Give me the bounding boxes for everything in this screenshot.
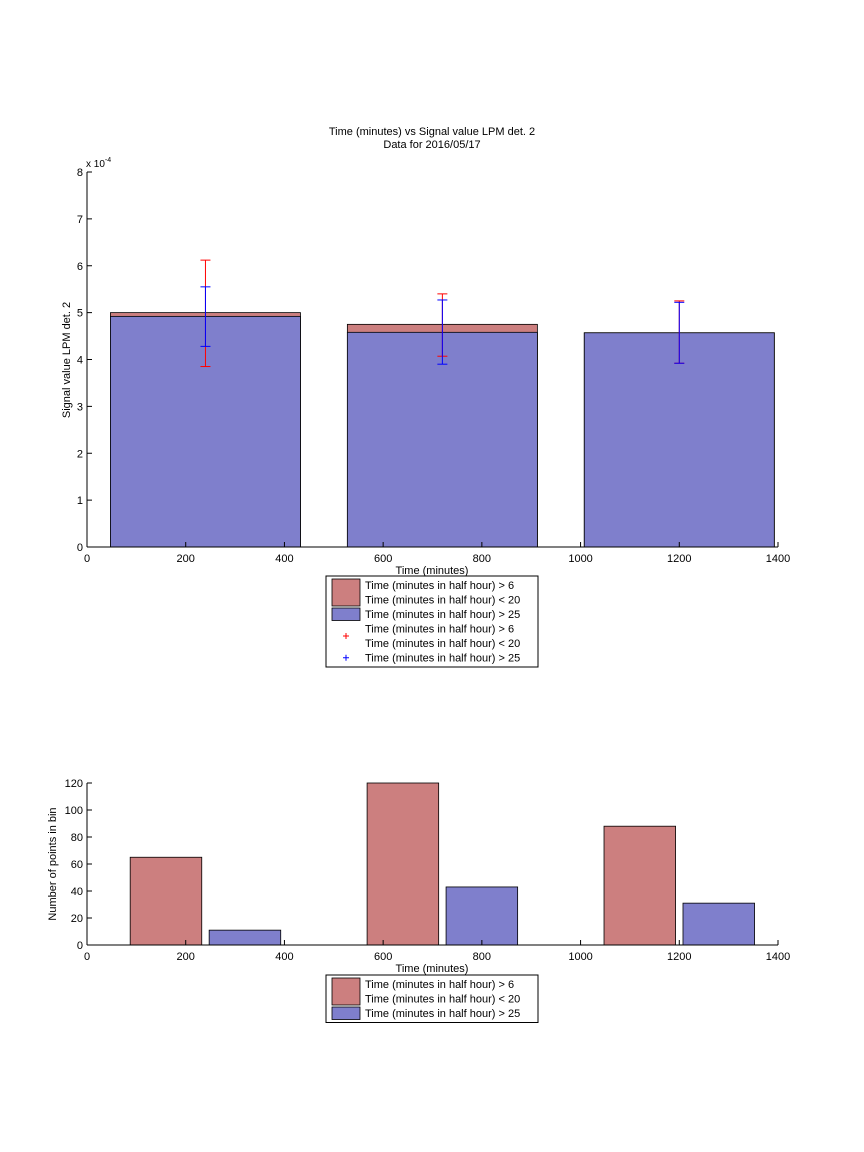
x-tick-label: 200 [177,951,195,963]
legend-label: Time (minutes in half hour) > 25 [365,609,520,621]
x-tick-label: 1400 [766,553,790,565]
x-tick-label: 800 [473,951,491,963]
bar [346,331,538,548]
x-tick-label: 1200 [667,553,691,565]
y-tick-label: 20 [71,913,83,925]
y-tick-label: 80 [71,832,83,844]
y-exponent-label: x 10-4 [86,157,111,170]
legend-label: Time (minutes in half hour) > 6 [365,624,514,636]
x-tick-label: 0 [84,553,90,565]
y-tick-label: 2 [77,448,83,460]
bar [583,332,775,548]
y-tick-label: 5 [77,308,83,320]
legend-label: Time (minutes in half hour) < 20 [365,994,520,1006]
bar [129,856,203,946]
x-tick-label: 600 [374,951,392,963]
bar [445,886,519,946]
x-tick-label: 400 [275,951,293,963]
legend-swatch [331,607,361,621]
x-tick-label: 1000 [568,951,592,963]
x-tick-label: 600 [374,553,392,565]
legend-label: Time (minutes in half hour) < 20 [365,595,520,607]
legend-label: Time (minutes in half hour) > 6 [365,979,514,991]
y-tick-label: 8 [77,167,83,179]
y-tick-label: 4 [77,355,83,367]
x-tick-label: 1200 [667,951,691,963]
legend-swatch [331,977,361,1006]
y-tick-label: 0 [77,542,83,554]
chart-title: Time (minutes) vs Signal value LPM det. … [329,126,535,138]
bar [366,782,440,946]
counts-chart: Number of points in bin Time (minutes) 0… [47,778,790,1023]
x-axis-label: Time (minutes) [396,565,469,577]
y-tick-label: 7 [77,214,83,226]
x-tick-label: 1400 [766,951,790,963]
legend-swatch [331,1006,361,1020]
y-tick-label: 3 [77,401,83,413]
y-tick-label: 1 [77,495,83,507]
legend-box [325,974,539,1023]
bar [208,929,282,946]
y-tick-label: 0 [77,940,83,952]
y-tick-label: 100 [65,805,83,817]
x-axis-label: Time (minutes) [396,963,469,975]
legend-label: Time (minutes in half hour) > 25 [365,1008,520,1020]
x-tick-label: 200 [177,553,195,565]
x-tick-label: 800 [473,553,491,565]
chart-subtitle: Data for 2016/05/17 [383,139,480,151]
y-tick-label: 60 [71,859,83,871]
legend-box [325,575,539,668]
legend: Time (minutes in half hour) > 6 Time (min… [325,974,539,1023]
x-tick-label: 400 [275,553,293,565]
legend: Time (minutes in half hour) > 6 Time (min… [325,575,539,668]
legend-swatch [331,578,361,607]
legend-label: Time (minutes in half hour) < 20 [365,638,520,650]
bar [603,825,676,946]
bar [682,902,755,946]
x-tick-label: 0 [84,951,90,963]
y-axis-label: Number of points in bin [47,807,59,920]
signal-chart: Time (minutes) vs Signal value LPM det. … [61,126,790,668]
x-tick-label: 1000 [568,553,592,565]
y-tick-label: 40 [71,886,83,898]
y-tick-label: 120 [65,778,83,790]
legend-label: Time (minutes in half hour) > 6 [365,580,514,592]
y-tick-label: 6 [77,261,83,273]
legend-label: Time (minutes in half hour) > 25 [365,653,520,665]
y-axis-label: Signal value LPM det. 2 [61,302,73,418]
